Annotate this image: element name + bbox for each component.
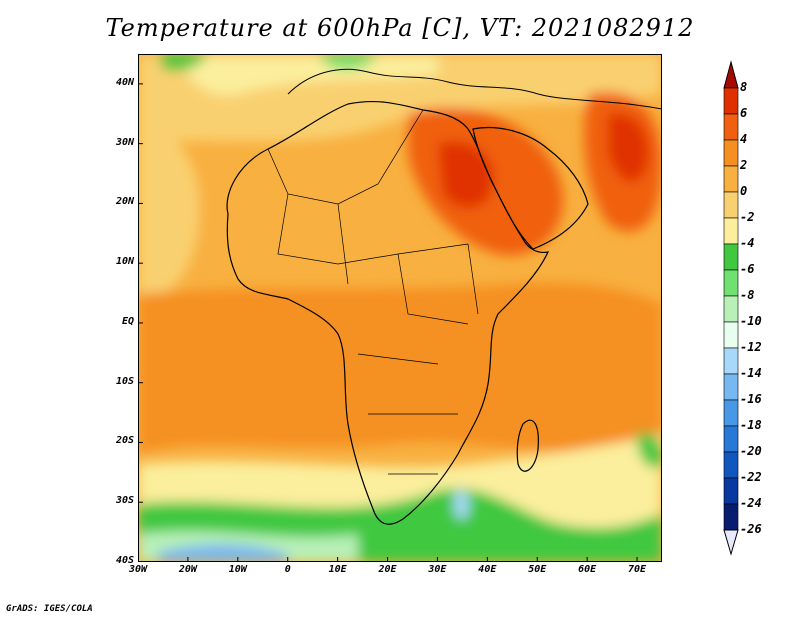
colorbar-label: -18 [740, 418, 762, 432]
colorbar-box [723, 425, 739, 453]
colorbar-box [723, 217, 739, 245]
colorbar-label: -20 [740, 444, 762, 458]
country-borders [267, 109, 479, 475]
colorbar-box [723, 347, 739, 375]
field-eq-band [138, 283, 662, 457]
colorbar-box [723, 503, 739, 531]
colorbar-label: -22 [740, 470, 762, 484]
field-red-core [438, 141, 494, 208]
lon-label: 40E [478, 564, 497, 575]
colorbar-box [723, 321, 739, 349]
colorbar-label: -16 [740, 392, 762, 406]
lat-label: 10N [115, 256, 134, 268]
colorbar-box [723, 139, 739, 167]
colorbar-label: -12 [740, 340, 762, 354]
lon-label: 50E [528, 564, 547, 575]
field-north-green [158, 54, 208, 71]
lat-label: 30N [115, 136, 134, 148]
europe-coastline [287, 68, 662, 110]
temperature-map [138, 54, 662, 562]
colorbar-label: 4 [740, 132, 748, 146]
colorbar-box [723, 113, 739, 141]
colorbar-label: -10 [740, 314, 762, 328]
colorbar-label: -4 [740, 236, 755, 250]
field-red-core2 [608, 113, 649, 183]
lon-label: 70E [628, 564, 647, 575]
field-med-green [318, 54, 378, 70]
lat-label: EQ [121, 315, 134, 327]
lat-label: 30S [115, 495, 134, 507]
colorbar-label: 6 [740, 106, 748, 120]
lon-label: 60E [578, 564, 597, 575]
colorbar-label: -26 [740, 522, 762, 536]
colorbar-box [723, 165, 739, 193]
colorbar-label: 0 [740, 184, 748, 198]
lon-label: 30W [128, 564, 148, 575]
lat-label: 40S [115, 555, 134, 566]
colorbar-label: -2 [740, 210, 755, 224]
colorbar-box [723, 477, 739, 505]
lat-label: 40N [115, 76, 134, 88]
colorbar-label: 2 [740, 158, 748, 172]
field-south-blue [158, 543, 288, 562]
lat-label: 20N [115, 196, 134, 208]
map-border [138, 54, 662, 562]
colorbar-box [723, 191, 739, 219]
colorbar-box [723, 373, 739, 401]
colorbar-box [723, 399, 739, 427]
colorbar-box [723, 295, 739, 323]
lon-label: 20E [378, 564, 397, 575]
colorbar-bottom-arrow [723, 529, 739, 556]
colorbar-label: 8 [740, 80, 748, 94]
lat-label: 20S [115, 435, 134, 447]
axis-ticks [138, 83, 638, 562]
lon-label: 30E [428, 564, 447, 575]
colorbar-box [723, 243, 739, 271]
arabia-coastline [472, 126, 589, 250]
colorbar-box [723, 87, 739, 115]
colorbar [723, 60, 739, 556]
lon-label: 10E [328, 564, 347, 575]
lon-label: 20W [178, 564, 197, 575]
lon-label: 0 [284, 564, 291, 575]
madagascar-coastline [516, 419, 539, 472]
field-east-green [638, 432, 662, 469]
colorbar-top-arrow [723, 60, 739, 89]
map-title: Temperature at 600hPa [C], VT: 202108291… [105, 14, 695, 42]
colorbar-label: -6 [740, 262, 755, 276]
colorbar-box [723, 269, 739, 297]
africa-coastline [226, 100, 550, 525]
colorbar-label: -24 [740, 496, 762, 510]
lon-label: 10W [228, 564, 247, 575]
colorbar-label: -8 [740, 288, 755, 302]
field-natal-blue [454, 490, 470, 520]
colorbar-label: -14 [740, 366, 762, 380]
field-north-yellow [178, 54, 438, 95]
field-west-pale [138, 114, 200, 304]
lat-label: 10S [115, 375, 134, 387]
credit-text: GrADS: IGES/COLA [6, 604, 93, 614]
colorbar-box [723, 451, 739, 479]
